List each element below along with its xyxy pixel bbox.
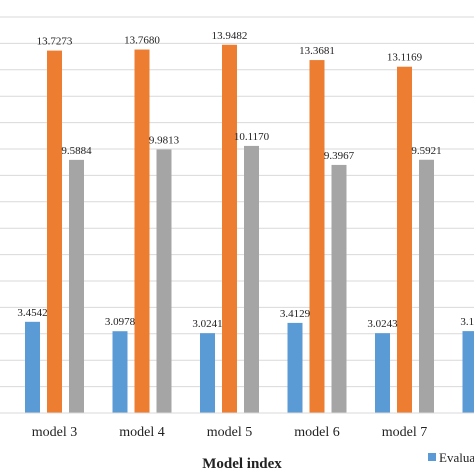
data-label: 13.3681 [299, 45, 335, 57]
data-label: 3.0241 [192, 318, 222, 330]
bar [25, 321, 40, 413]
bar [47, 50, 62, 414]
data-label: 9.5884 [61, 145, 92, 157]
bar [419, 159, 434, 413]
x-tick-label: model 4 [119, 425, 165, 440]
data-label: 10.1170 [234, 131, 270, 143]
legend: Evalua [428, 450, 474, 465]
data-label: 9.9813 [149, 134, 180, 146]
data-labels: 3.4542 13.7273 9.5884 3.0978 13.7680 9.9813 3.… [17, 30, 474, 330]
data-label: 13.1169 [387, 52, 423, 64]
data-label: 13.9482 [212, 30, 248, 42]
bar [244, 145, 259, 413]
bar [331, 164, 347, 413]
data-label: 3.4129 [280, 308, 311, 320]
bar [69, 159, 84, 413]
bar [200, 333, 215, 413]
x-tick-label: model 6 [294, 425, 340, 440]
bar [112, 331, 128, 413]
data-label: 9.5921 [411, 145, 441, 157]
data-label: 3.10 [460, 316, 474, 328]
data-label: 3.4542 [17, 307, 47, 319]
data-label: 13.7273 [37, 36, 73, 48]
data-label: 3.0978 [105, 316, 136, 328]
bar [222, 44, 237, 414]
bar [309, 60, 325, 414]
x-tick-label: model 3 [32, 425, 78, 440]
legend-label: Evalua [439, 450, 474, 465]
bars [25, 44, 474, 414]
data-label: 13.7680 [124, 35, 160, 47]
bar [375, 333, 390, 413]
x-axis-title: Model index [202, 456, 282, 472]
data-label: 3.0243 [367, 318, 398, 330]
bar [134, 49, 150, 413]
bar [156, 149, 172, 413]
legend-swatch [428, 453, 436, 461]
bar [287, 322, 303, 413]
x-tick-label: model 7 [382, 425, 428, 440]
bar [397, 66, 412, 413]
data-label: 9.3967 [324, 150, 355, 162]
bar [462, 331, 474, 413]
x-tick-label: model 5 [207, 425, 253, 440]
